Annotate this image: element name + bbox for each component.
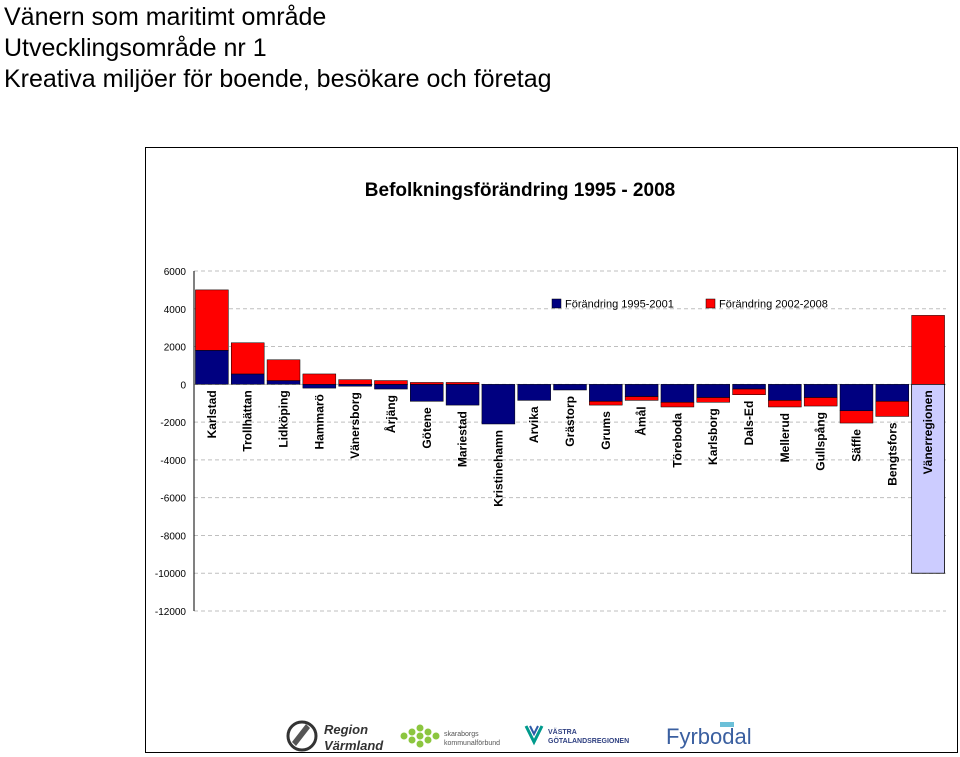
bar-1 — [804, 384, 837, 397]
category-label: Mariestad — [456, 411, 470, 467]
logo-strip: Region Värmland skaraborgs kommunalförbu… — [280, 712, 760, 756]
bar-2 — [876, 401, 909, 416]
category-label: Årjäng — [383, 395, 398, 433]
category-label: Åmål — [634, 406, 649, 435]
bar-1 — [840, 384, 873, 410]
bar-1 — [374, 384, 407, 389]
bar-2 — [303, 374, 336, 384]
y-tick-label: -4000 — [160, 456, 186, 467]
category-label: Lidköping — [277, 390, 291, 447]
category-label: Grästorp — [563, 396, 577, 447]
logo-region-varmland-line1: Region — [324, 722, 368, 737]
y-tick-label: -12000 — [155, 607, 187, 618]
bar-2 — [912, 315, 945, 384]
bar-2 — [374, 381, 407, 385]
y-tick-label: 4000 — [164, 305, 187, 316]
bar-2 — [589, 401, 622, 405]
bar-1 — [303, 384, 336, 388]
bar-1 — [876, 384, 909, 401]
logo-vastra-line1: VÄSTRA — [548, 728, 577, 736]
y-tick-label: 6000 — [164, 267, 187, 278]
skaraborgs-logo: skaraborgs kommunalförbund — [401, 725, 501, 748]
vastra-gotalandsregionen-logo: VÄSTRA GÖTALANDSREGIONEN — [526, 726, 629, 745]
bar-1 — [410, 384, 443, 401]
category-label: Mellerud — [778, 413, 792, 462]
bar-2 — [231, 343, 264, 374]
y-tick-label: -10000 — [155, 569, 187, 580]
bar-2 — [804, 398, 837, 407]
logo-skaraborgs-line1: skaraborgs — [444, 731, 479, 738]
bar-1 — [554, 384, 587, 390]
heading-line-1: Vänern som maritimt område — [4, 2, 552, 33]
bar-2 — [733, 389, 766, 395]
bar-1 — [231, 374, 264, 384]
bar-1 — [267, 381, 300, 385]
bar-2 — [267, 360, 300, 381]
page-heading: Vänern som maritimt område Utvecklingsom… — [4, 2, 552, 95]
heading-line-2: Utvecklingsområde nr 1 — [4, 33, 552, 64]
y-tick-label: -6000 — [160, 494, 186, 505]
logo-fyrbodal-text: Fyrbodal — [666, 724, 752, 749]
category-label: Vänerregionen — [921, 390, 935, 474]
category-label-layer: Karlstad Trollhättan Lidköping Hammarö Väner… — [205, 390, 935, 506]
bar-2 — [661, 402, 694, 407]
category-label: Götene — [420, 407, 434, 449]
category-label: Säffle — [849, 429, 863, 462]
bar-1 — [697, 384, 730, 397]
bar-2 — [446, 382, 479, 384]
category-label: Arvika — [527, 406, 541, 443]
category-label: Bengtsfors — [885, 422, 899, 486]
y-tick-label: 0 — [180, 380, 186, 391]
category-label: Vänersborg — [348, 392, 362, 459]
category-label: Kristinehamn — [491, 430, 505, 507]
bar-1 — [733, 384, 766, 389]
y-tick-label: 2000 — [164, 343, 187, 354]
category-label: Karlstad — [205, 390, 219, 438]
bar-1 — [768, 384, 801, 400]
category-label: Dals-Ed — [742, 401, 756, 446]
bar-2 — [410, 382, 443, 384]
chart-title: Befolkningsförändring 1995 - 2008 — [365, 180, 675, 201]
bar-1 — [589, 384, 622, 401]
legend-label-series-1: Förändring 1995-2001 — [565, 299, 674, 311]
bar-2 — [697, 398, 730, 403]
legend: Förändring 1995-2001 Förändring 2002-200… — [552, 299, 828, 311]
legend-swatch-series-1 — [552, 299, 561, 308]
logo-skaraborgs-line2: kommunalförbund — [444, 740, 500, 747]
legend-label-series-2: Förändring 2002-2008 — [719, 299, 828, 311]
logo-vastra-line2: GÖTALANDSREGIONEN — [548, 736, 629, 745]
bar-1 — [339, 384, 372, 386]
category-label: Grums — [599, 411, 613, 450]
bar-1 — [518, 384, 551, 400]
region-varmland-logo: Region Värmland — [288, 722, 384, 753]
bar-1 — [482, 384, 515, 424]
y-tick-layer: 6000 4000 2000 0 -2000 -4000 -6000 -8000 -10000 -… — [155, 267, 187, 618]
category-label: Töreboda — [670, 413, 684, 468]
category-label: Gullspång — [814, 412, 828, 471]
bar-1 — [625, 384, 658, 396]
heading-line-3: Kreativa miljöer för boende, besökare oc… — [4, 64, 552, 95]
bar-1 — [661, 384, 694, 402]
bar-2 — [768, 400, 801, 407]
bar-1 — [446, 384, 479, 405]
logo-region-varmland-line2: Värmland — [324, 738, 384, 753]
bar-2 — [339, 380, 372, 385]
y-tick-label: -2000 — [160, 418, 186, 429]
chart-frame: Befolkningsförändring 1995 - 2008 Karlst… — [145, 147, 958, 753]
bar-2 — [625, 397, 658, 401]
bar-2 — [195, 290, 228, 350]
bar-1 — [195, 350, 228, 384]
category-label: Karlsborg — [706, 408, 720, 465]
category-label: Hammarö — [312, 394, 326, 449]
category-label: Trollhättan — [241, 390, 255, 451]
population-change-chart: Befolkningsförändring 1995 - 2008 Karlst… — [146, 148, 959, 754]
bar-2 — [840, 411, 873, 423]
y-tick-label: -8000 — [160, 531, 186, 542]
fyrbodal-logo: Fyrbodal — [666, 722, 752, 749]
legend-swatch-series-2 — [706, 299, 715, 308]
